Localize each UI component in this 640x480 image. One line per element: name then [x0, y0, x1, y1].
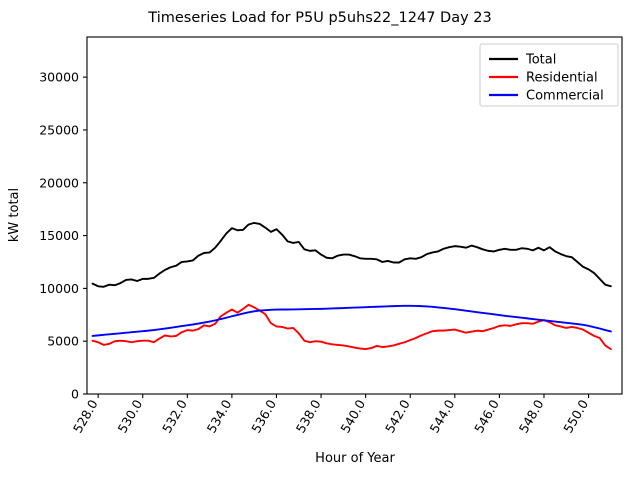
y-tick-label: 15000 [39, 228, 79, 243]
series-group [91, 221, 612, 351]
y-tick-label: 20000 [39, 175, 79, 190]
chart-title: Timeseries Load for P5U p5uhs22_1247 Day… [147, 10, 491, 26]
series-line-residential [91, 303, 612, 351]
legend-label-commercial: Commercial [526, 89, 604, 104]
y-tick-label: 0 [71, 387, 79, 402]
x-axis-label: Hour of Year [315, 451, 395, 466]
legend-label-total: Total [525, 53, 556, 68]
y-axis-label: kW total [7, 188, 22, 242]
y-tick-label: 5000 [47, 334, 79, 349]
axes-frame [86, 36, 623, 395]
y-axis-ticks: 0 5000 10000 15000 20000 25000 30000 [39, 70, 87, 402]
series-line-total [91, 221, 612, 288]
legend-label-residential: Residential [526, 71, 598, 86]
y-tick-label: 25000 [39, 122, 79, 137]
y-tick-label: 10000 [39, 281, 79, 296]
chart-legend: Total Residential Commercial [479, 43, 619, 107]
y-tick-label: 30000 [39, 70, 79, 85]
series-line-commercial [91, 304, 612, 337]
